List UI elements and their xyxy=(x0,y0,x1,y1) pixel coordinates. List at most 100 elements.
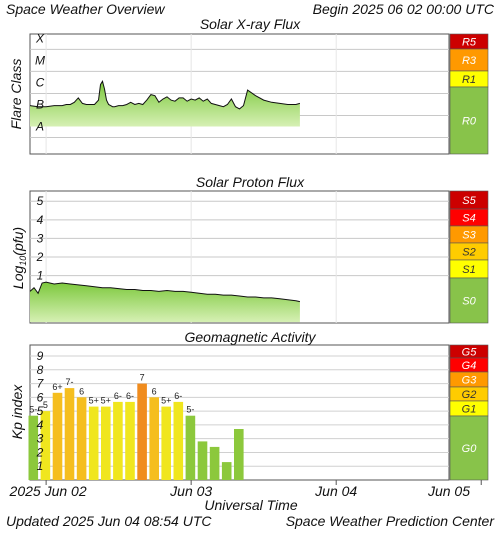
kp-title: Geomagnetic Activity xyxy=(185,329,317,345)
scale-label-s1: S1 xyxy=(462,264,475,276)
kp-tick-5: 5 xyxy=(37,404,44,418)
xray-tick-a: A xyxy=(35,119,44,133)
proton-panel: 5 4 3 2 1 S5 S4 S3 S2 S1 S0 Log10(pfu) xyxy=(10,190,489,324)
xray-plot-frame xyxy=(29,33,450,155)
xray-tick-m: M xyxy=(35,53,45,67)
kp-tick-8: 8 xyxy=(37,363,44,377)
footer-credit: Space Weather Prediction Center xyxy=(286,513,496,529)
kp-bar xyxy=(234,429,244,480)
kp-x-tick-labels: 2025 Jun 02 Jun 03 Jun 04 Jun 05 xyxy=(9,480,482,499)
kp-x-tick-label: Jun 04 xyxy=(314,483,357,499)
kp-bar xyxy=(76,397,87,480)
xray-title: Solar X-ray Flux xyxy=(200,16,301,32)
scale-label-r3: R3 xyxy=(462,55,477,67)
kp-bar xyxy=(149,397,159,480)
proton-tick-labels: 5 4 3 2 1 xyxy=(36,194,44,282)
kp-bar-label: 5+ xyxy=(101,396,111,406)
scale-label-g2: G2 xyxy=(462,389,477,401)
kp-bar xyxy=(52,392,63,480)
kp-tick-3: 3 xyxy=(37,432,44,446)
kp-bar xyxy=(137,383,147,480)
kp-tick-6: 6 xyxy=(37,390,44,404)
kp-ylabel: Kp index xyxy=(9,384,25,439)
kp-bar-label: 5 xyxy=(43,400,48,410)
kp-tick-2: 2 xyxy=(36,445,44,459)
footer-updated: Updated 2025 Jun 04 08:54 UTC xyxy=(6,513,212,529)
kp-bar-label: 6 xyxy=(79,386,84,396)
kp-bar xyxy=(113,401,123,480)
xray-tick-x: X xyxy=(35,31,45,45)
kp-bar-label: 5- xyxy=(186,405,194,415)
kp-gridlines xyxy=(30,355,449,467)
kp-x-tick-label: Jun 03 xyxy=(169,483,212,499)
kp-bar xyxy=(101,406,111,480)
kp-bar xyxy=(173,401,184,480)
kp-bar-label: 6- xyxy=(126,391,134,401)
scale-segment-g0 xyxy=(449,415,489,481)
kp-bar-label: 6+ xyxy=(52,382,62,392)
proton-tick-4: 4 xyxy=(37,213,44,227)
proton-tick-3: 3 xyxy=(37,231,44,245)
scale-label-s2: S2 xyxy=(462,247,475,259)
xray-ylabel: Flare Class xyxy=(8,59,24,130)
kp-bars: 5- 56+ 7-65+ 5+ 6- 6-765+ 6-5- xyxy=(28,373,244,480)
kp-bar xyxy=(28,415,39,480)
xray-tick-b: B xyxy=(36,97,44,111)
kp-bar xyxy=(221,462,232,480)
kp-bar-label: 5- xyxy=(29,405,37,415)
proton-tick-1: 1 xyxy=(37,269,44,283)
scale-label-g5: G5 xyxy=(462,347,478,359)
kp-tick-1: 1 xyxy=(37,459,44,473)
kp-x-tick-label: 2025 Jun 02 xyxy=(9,483,87,499)
kp-bar-label: 6- xyxy=(174,391,182,401)
kp-bar xyxy=(209,446,220,480)
kp-bar-label: 6- xyxy=(114,391,122,401)
kp-tick-7: 7 xyxy=(37,377,45,391)
scale-label-r1: R1 xyxy=(462,74,476,86)
header-title: Space Weather Overview xyxy=(6,1,165,17)
scale-label-s0: S0 xyxy=(462,296,476,308)
scale-label-r5: R5 xyxy=(462,37,477,49)
scale-label-g3: G3 xyxy=(462,375,478,387)
xray-flux-line xyxy=(29,80,301,110)
kp-bar xyxy=(185,415,196,480)
kp-bar xyxy=(161,406,171,480)
xray-tick-c: C xyxy=(36,75,45,89)
proton-title: Solar Proton Flux xyxy=(196,174,305,190)
kp-tick-4: 4 xyxy=(37,418,44,432)
proton-flux-area xyxy=(30,282,300,323)
kp-bar xyxy=(88,406,99,480)
kp-bar-label: 7 xyxy=(140,373,145,383)
xray-r-scale: R5 R3 R1 R0 xyxy=(449,33,489,155)
kp-bar xyxy=(197,441,208,480)
kp-bar xyxy=(40,411,51,480)
proton-gridlines xyxy=(30,191,449,323)
kp-bar xyxy=(125,401,135,480)
scale-label-g1: G1 xyxy=(462,404,477,416)
header-begin: Begin 2025 06 02 00:00 UTC xyxy=(313,1,495,17)
scale-segment-s0 xyxy=(449,277,489,324)
scale-label-s4: S4 xyxy=(462,213,475,225)
kp-bar-label: 5+ xyxy=(89,396,99,406)
kp-bar-label: 5+ xyxy=(161,396,171,406)
kp-bar-label: 6 xyxy=(152,386,157,396)
kp-xlabel: Universal Time xyxy=(204,497,297,513)
proton-ylabel: Log10(pfu) xyxy=(10,227,28,289)
proton-tick-5: 5 xyxy=(37,194,44,208)
proton-tick-2: 2 xyxy=(36,250,44,264)
scale-label-g4: G4 xyxy=(462,360,477,372)
scale-label-r0: R0 xyxy=(462,116,477,128)
proton-flux-line xyxy=(29,281,301,303)
proton-s-scale: S5 S4 S3 S2 S1 S0 xyxy=(449,190,489,324)
scale-label-s3: S3 xyxy=(462,230,476,242)
kp-x-tick-label: Jun 05 xyxy=(427,483,470,499)
scale-segment-r0 xyxy=(449,86,489,155)
scale-label-s5: S5 xyxy=(462,195,476,207)
kp-tick-9: 9 xyxy=(37,349,44,363)
